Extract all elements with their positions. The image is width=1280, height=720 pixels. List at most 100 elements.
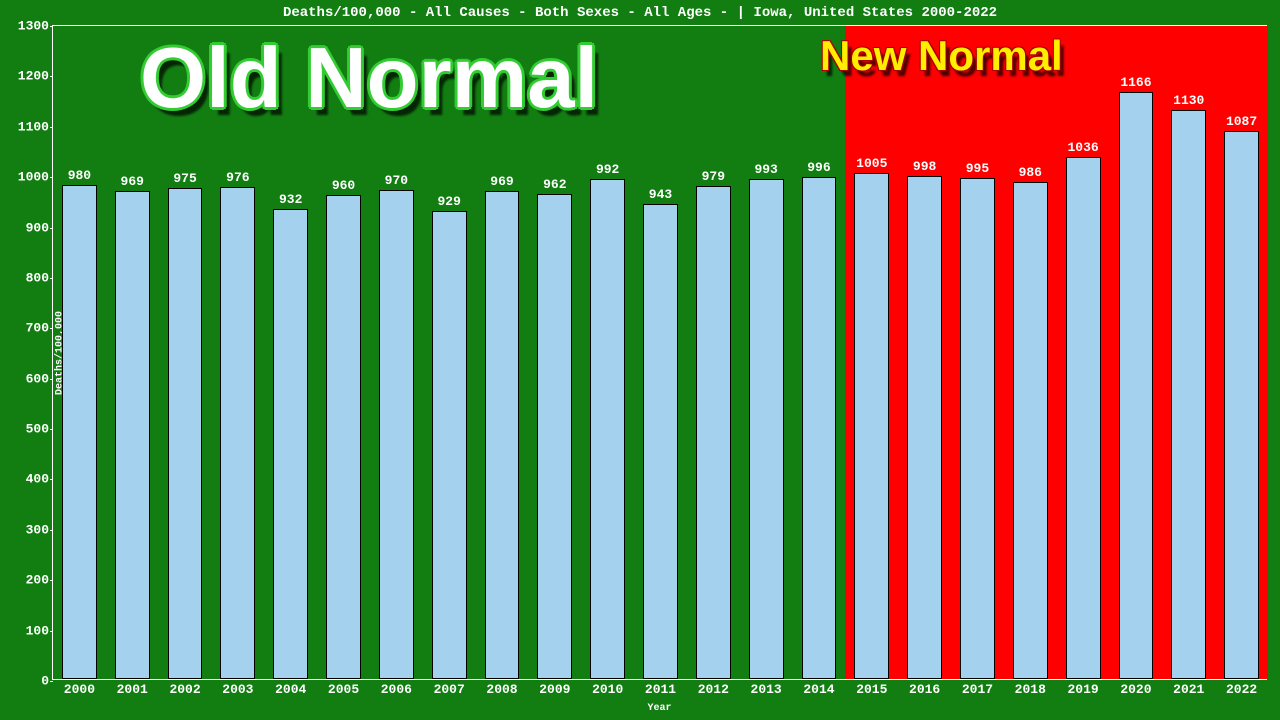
y-tick-label: 100 bbox=[26, 623, 49, 638]
y-tick-mark bbox=[50, 127, 53, 128]
y-tick-mark bbox=[50, 76, 53, 77]
bar: 1005 bbox=[854, 173, 889, 679]
bar-value-label: 996 bbox=[807, 160, 830, 175]
x-tick-label: 2016 bbox=[909, 682, 940, 697]
bar: 962 bbox=[537, 194, 572, 679]
x-tick-label: 2002 bbox=[169, 682, 200, 697]
bar: 1036 bbox=[1066, 157, 1101, 679]
bar-value-label: 943 bbox=[649, 187, 672, 202]
chart-container: Deaths/100,000 - All Causes - Both Sexes… bbox=[0, 0, 1280, 720]
bar-value-label: 960 bbox=[332, 178, 355, 193]
bar-value-label: 993 bbox=[754, 162, 777, 177]
x-tick-label: 2009 bbox=[539, 682, 570, 697]
bar-value-label: 992 bbox=[596, 162, 619, 177]
y-tick-label: 700 bbox=[26, 321, 49, 336]
y-tick-label: 1200 bbox=[18, 69, 49, 84]
y-tick-label: 800 bbox=[26, 270, 49, 285]
bar-value-label: 1036 bbox=[1067, 140, 1098, 155]
bar-value-label: 975 bbox=[173, 171, 196, 186]
y-tick-mark bbox=[50, 177, 53, 178]
x-tick-label: 2006 bbox=[381, 682, 412, 697]
bar-value-label: 932 bbox=[279, 192, 302, 207]
y-tick-label: 1000 bbox=[18, 170, 49, 185]
bar: 960 bbox=[326, 195, 361, 679]
bar: 980 bbox=[62, 185, 97, 679]
bar: 929 bbox=[432, 211, 467, 679]
x-tick-label: 2000 bbox=[64, 682, 95, 697]
bar: 969 bbox=[485, 191, 520, 679]
x-tick-label: 2012 bbox=[698, 682, 729, 697]
y-tick-label: 200 bbox=[26, 573, 49, 588]
y-tick-label: 400 bbox=[26, 472, 49, 487]
y-tick-mark bbox=[50, 530, 53, 531]
x-tick-label: 2007 bbox=[434, 682, 465, 697]
x-tick-label: 2013 bbox=[751, 682, 782, 697]
y-tick-mark bbox=[50, 228, 53, 229]
y-tick-label: 900 bbox=[26, 220, 49, 235]
y-tick-label: 1100 bbox=[18, 119, 49, 134]
x-tick-label: 2017 bbox=[962, 682, 993, 697]
bar: 1087 bbox=[1224, 131, 1259, 679]
y-tick-mark bbox=[50, 479, 53, 480]
x-tick-label: 2015 bbox=[856, 682, 887, 697]
bar-value-label: 1166 bbox=[1120, 75, 1151, 90]
y-tick-label: 600 bbox=[26, 371, 49, 386]
bar: 970 bbox=[379, 190, 414, 679]
y-tick-mark bbox=[50, 379, 53, 380]
bar-value-label: 970 bbox=[385, 173, 408, 188]
bar: 992 bbox=[590, 179, 625, 679]
bar-value-label: 998 bbox=[913, 159, 936, 174]
y-tick-mark bbox=[50, 631, 53, 632]
bar: 969 bbox=[115, 191, 150, 679]
bar: 1166 bbox=[1119, 92, 1154, 679]
bar: 1130 bbox=[1171, 110, 1206, 679]
y-tick-mark bbox=[50, 580, 53, 581]
bar-value-label: 929 bbox=[437, 194, 460, 209]
y-tick-label: 0 bbox=[41, 674, 49, 689]
y-tick-label: 300 bbox=[26, 522, 49, 537]
bar-value-label: 976 bbox=[226, 170, 249, 185]
y-tick-mark bbox=[50, 429, 53, 430]
x-tick-label: 2021 bbox=[1173, 682, 1204, 697]
x-tick-label: 2010 bbox=[592, 682, 623, 697]
x-axis-label: Year bbox=[647, 703, 671, 714]
bar-value-label: 1005 bbox=[856, 156, 887, 171]
y-tick-mark bbox=[50, 681, 53, 682]
y-tick-mark bbox=[50, 26, 53, 27]
bar-value-label: 1087 bbox=[1226, 114, 1257, 129]
bar: 943 bbox=[643, 204, 678, 679]
chart-title: Deaths/100,000 - All Causes - Both Sexes… bbox=[0, 5, 1280, 21]
bar-value-label: 969 bbox=[490, 174, 513, 189]
bar-value-label: 980 bbox=[68, 168, 91, 183]
y-tick-label: 500 bbox=[26, 422, 49, 437]
bar-value-label: 995 bbox=[966, 161, 989, 176]
bar: 998 bbox=[907, 176, 942, 679]
bar-value-label: 986 bbox=[1019, 165, 1042, 180]
bar: 932 bbox=[273, 209, 308, 679]
x-tick-label: 2020 bbox=[1120, 682, 1151, 697]
x-tick-label: 2008 bbox=[486, 682, 517, 697]
bar-value-label: 969 bbox=[121, 174, 144, 189]
y-tick-mark bbox=[50, 328, 53, 329]
bar: 975 bbox=[168, 188, 203, 679]
bar: 995 bbox=[960, 178, 995, 679]
bar-value-label: 1130 bbox=[1173, 93, 1204, 108]
bar: 986 bbox=[1013, 182, 1048, 679]
x-tick-label: 2001 bbox=[117, 682, 148, 697]
x-tick-label: 2018 bbox=[1015, 682, 1046, 697]
overlay-new-normal: New Normal bbox=[820, 32, 1063, 80]
x-tick-label: 2022 bbox=[1226, 682, 1257, 697]
bar: 976 bbox=[220, 187, 255, 679]
overlay-old-normal: Old Normal bbox=[140, 30, 598, 128]
x-tick-label: 2011 bbox=[645, 682, 676, 697]
x-tick-label: 2003 bbox=[222, 682, 253, 697]
x-tick-label: 2014 bbox=[803, 682, 834, 697]
x-tick-label: 2005 bbox=[328, 682, 359, 697]
x-tick-label: 2004 bbox=[275, 682, 306, 697]
bar: 979 bbox=[696, 186, 731, 679]
y-tick-mark bbox=[50, 278, 53, 279]
bar: 993 bbox=[749, 179, 784, 679]
bar-value-label: 962 bbox=[543, 177, 566, 192]
x-tick-label: 2019 bbox=[1067, 682, 1098, 697]
bar: 996 bbox=[802, 177, 837, 679]
